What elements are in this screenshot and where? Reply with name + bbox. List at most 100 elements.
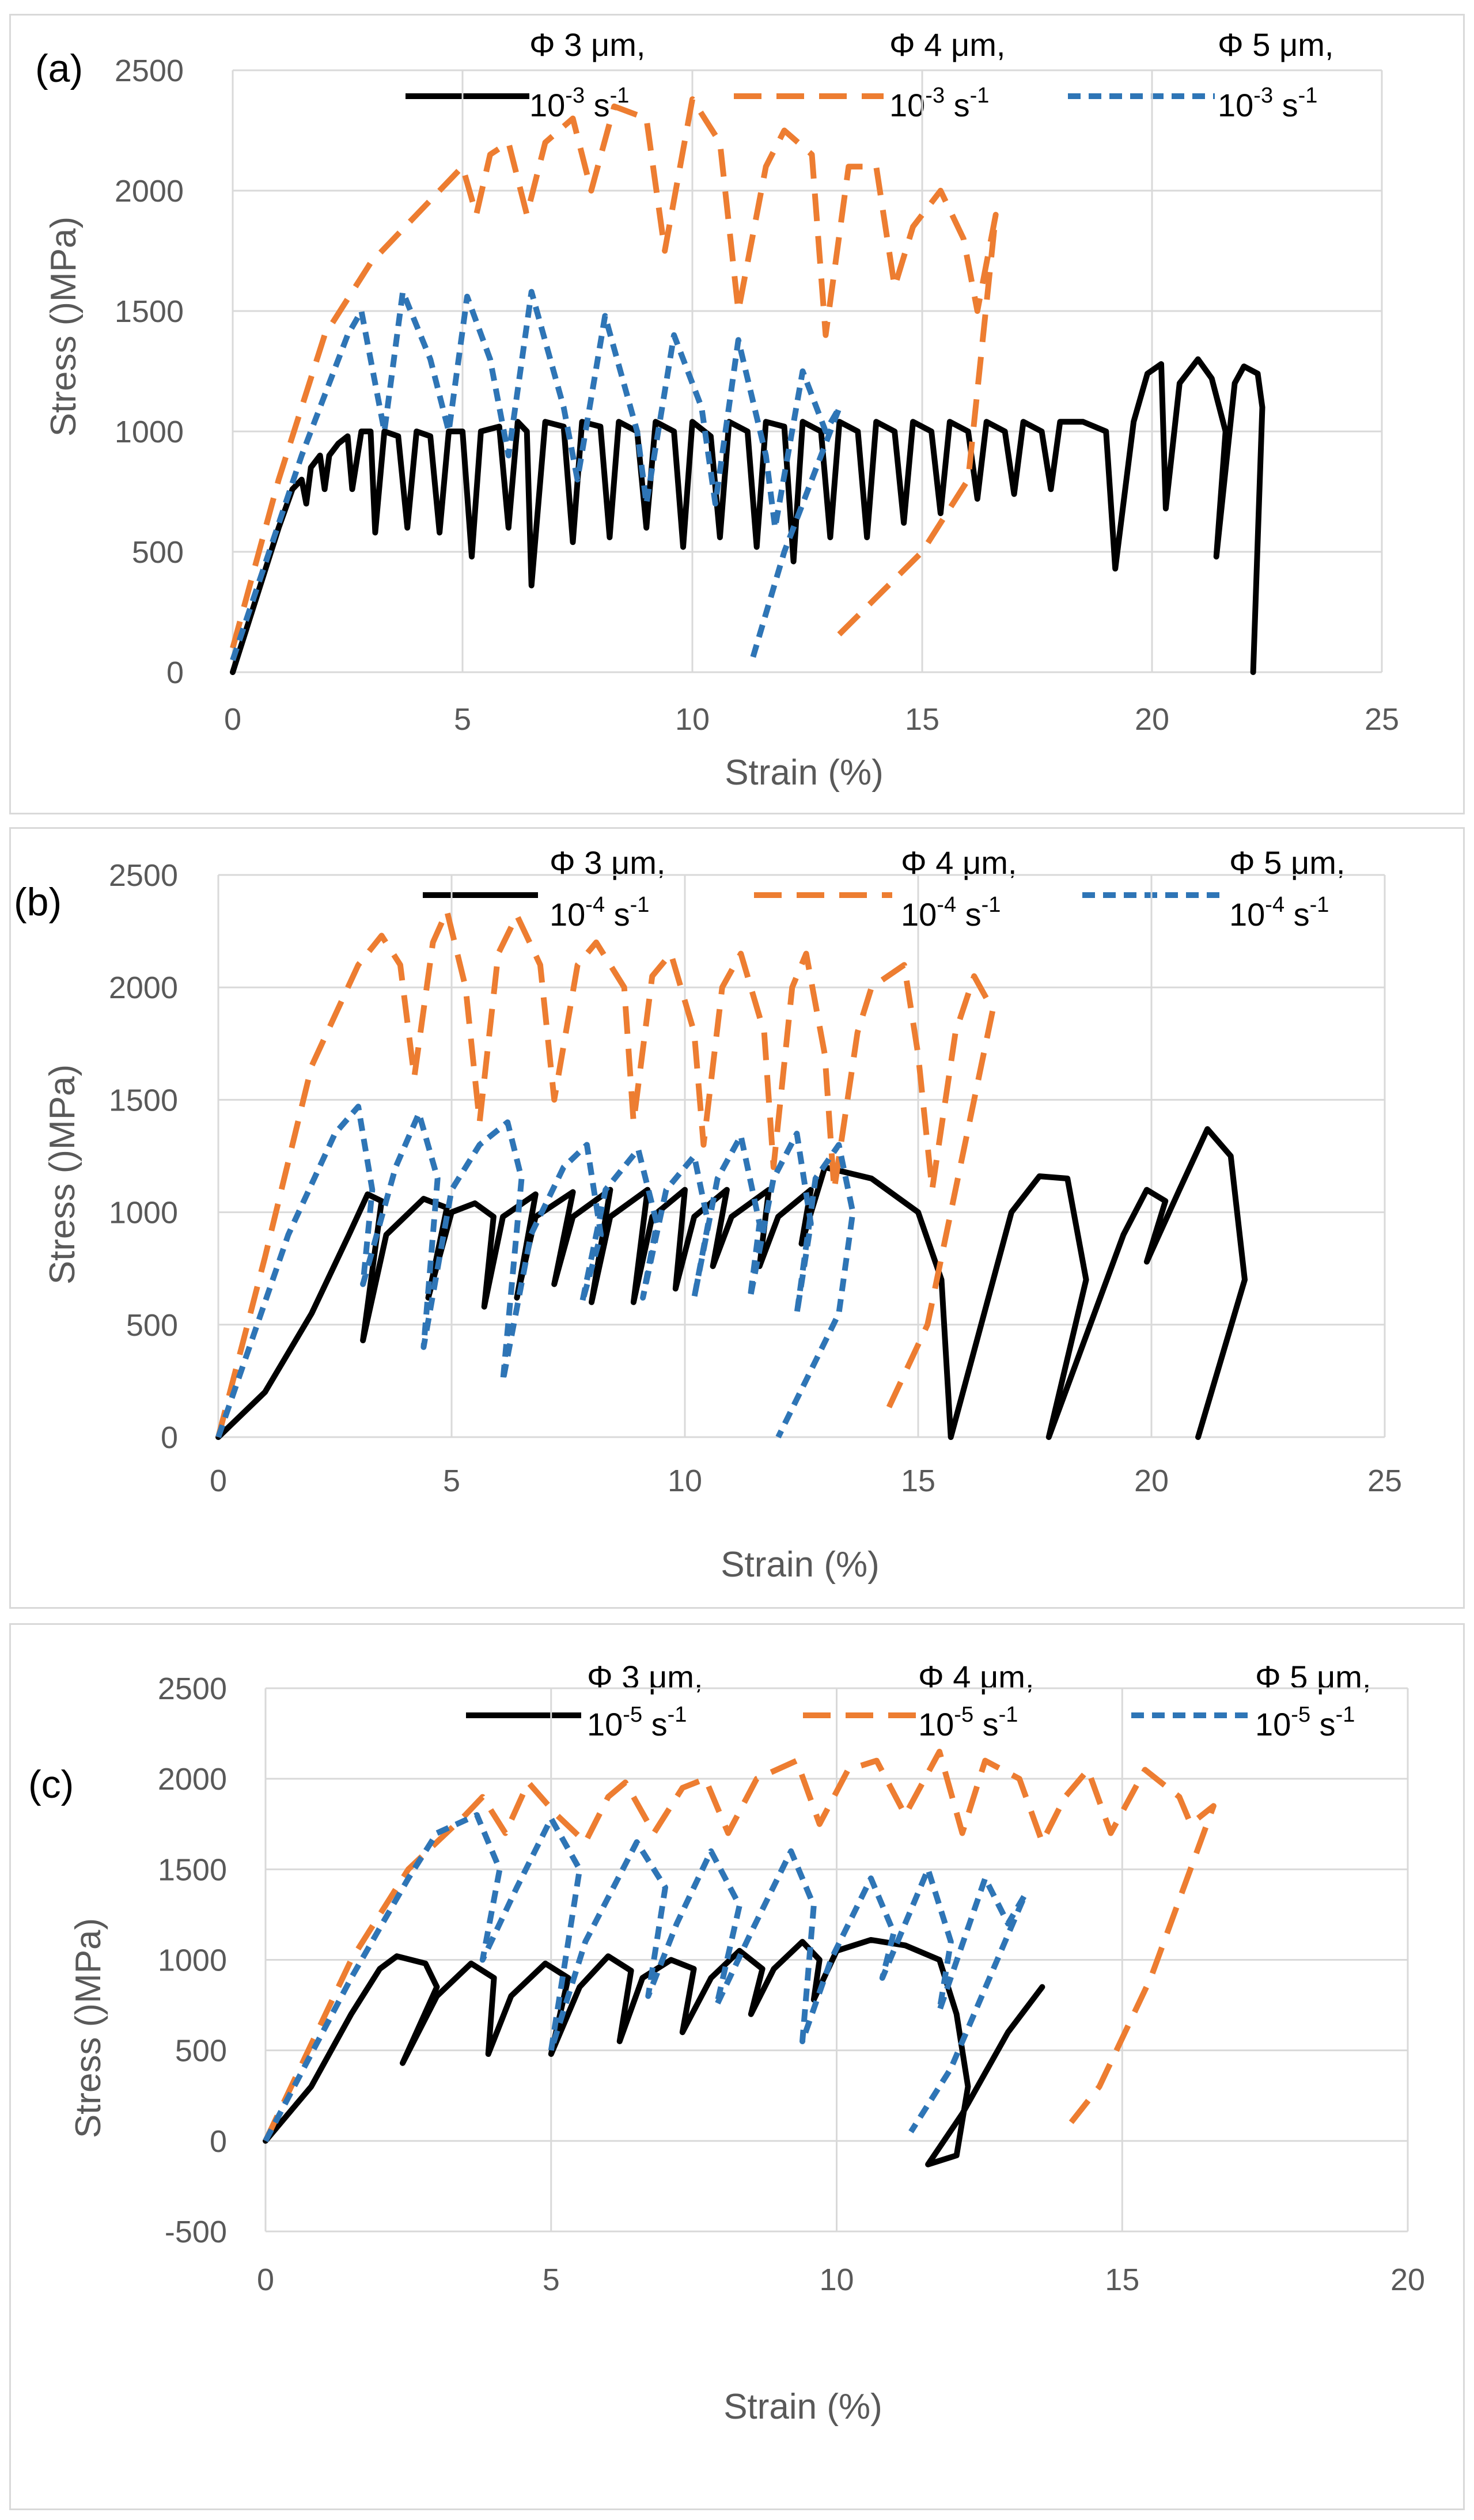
legend-rate-part: s bbox=[945, 87, 970, 123]
y-tick-label: 500 bbox=[175, 2034, 227, 2068]
legend-rate-part: s bbox=[1284, 896, 1310, 933]
y-tick-label: 0 bbox=[161, 1420, 178, 1455]
legend-rate-part: -1 bbox=[610, 84, 630, 108]
x-tick-label: 15 bbox=[905, 702, 939, 737]
legend-rate-part: s bbox=[1310, 1706, 1336, 1742]
legend: Φ 3 μm,10-4 s-1Φ 4 μm,10-4 s-1Φ 5 μm,10-… bbox=[423, 844, 1345, 933]
y-tick-label: 1500 bbox=[109, 1083, 178, 1117]
y-tick-label: 0 bbox=[166, 655, 184, 690]
legend-label: Φ 3 μm, bbox=[529, 26, 645, 63]
series-line-4um bbox=[215, 908, 996, 1438]
x-tick-label: 15 bbox=[1105, 2263, 1139, 2297]
legend-rate: 10-3 s-1 bbox=[529, 84, 629, 123]
chart-svg-a: (a) Stress ()MPa) Strain (%) Φ 3 μm,10-3… bbox=[35, 26, 1399, 793]
y-tick-label: 0 bbox=[210, 2124, 227, 2159]
legend-rate-part: -4 bbox=[937, 893, 956, 917]
legend-label: Φ 4 μm, bbox=[889, 26, 1005, 63]
x-tick-label: 20 bbox=[1390, 2263, 1425, 2297]
chart-svg-b: (b) Stress ()MPa) Strain (%) Φ 3 μm,10-4… bbox=[14, 844, 1402, 1585]
legend-rate-part: 10 bbox=[1255, 1706, 1291, 1742]
legend-rate-part: -5 bbox=[1291, 1703, 1310, 1727]
legend-rate: 10-5 s-1 bbox=[918, 1703, 1018, 1742]
x-tick-label: 10 bbox=[819, 2263, 854, 2297]
legend-rate-part: -1 bbox=[999, 1703, 1018, 1727]
y-tick-label: 2500 bbox=[115, 54, 184, 88]
y-axis-title: Stress ()MPa) bbox=[69, 1918, 108, 2138]
legend-rate-part: s bbox=[1273, 87, 1298, 123]
legend-rate-part: -1 bbox=[1298, 84, 1318, 108]
legend: Φ 3 μm,10-3 s-1Φ 4 μm,10-3 s-1Φ 5 μm,10-… bbox=[406, 26, 1333, 123]
x-tick-label: 25 bbox=[1365, 702, 1399, 737]
x-tick-label: 25 bbox=[1367, 1464, 1402, 1498]
legend-rate-part: s bbox=[973, 1706, 999, 1742]
legend-rate-part: s bbox=[605, 896, 630, 933]
legend-rate: 10-4 s-1 bbox=[1229, 893, 1329, 933]
legend-rate-part: s bbox=[585, 87, 610, 123]
x-tick-label: 0 bbox=[210, 1464, 227, 1498]
legend-rate-part: -4 bbox=[1265, 893, 1284, 917]
panel-label: (b) bbox=[14, 880, 62, 924]
panel-label: (a) bbox=[35, 47, 83, 90]
series-line-5um bbox=[215, 1104, 856, 1439]
legend-rate-part: 10 bbox=[918, 1706, 954, 1742]
legend-rate: 10-3 s-1 bbox=[1218, 84, 1317, 123]
series-line-3um bbox=[215, 1126, 1248, 1440]
x-tick-label: 5 bbox=[443, 1464, 460, 1498]
legend-rate-part: -5 bbox=[623, 1703, 642, 1727]
y-tick-label: 1000 bbox=[109, 1196, 178, 1230]
y-axis-title: Stress ()MPa) bbox=[43, 1064, 82, 1284]
legend-label: Φ 5 μm, bbox=[1218, 26, 1333, 63]
legend-rate-part: -1 bbox=[1336, 1703, 1355, 1727]
legend-rate-part: -1 bbox=[630, 893, 650, 917]
y-tick-label: 2000 bbox=[158, 1762, 227, 1797]
x-tick-label: 5 bbox=[543, 2263, 560, 2297]
x-axis-title: Strain (%) bbox=[725, 753, 884, 793]
x-tick-label: 20 bbox=[1134, 1464, 1169, 1498]
legend-rate: 10-5 s-1 bbox=[1255, 1703, 1355, 1742]
legend-rate: 10-3 s-1 bbox=[889, 84, 989, 123]
legend: Φ 3 μm,10-5 s-1Φ 4 μm,10-5 s-1Φ 5 μm,10-… bbox=[466, 1659, 1371, 1742]
y-tick-label: 2500 bbox=[158, 1672, 227, 1706]
legend-rate: 10-5 s-1 bbox=[587, 1703, 687, 1742]
legend-label: Φ 5 μm, bbox=[1255, 1659, 1371, 1695]
legend-label: Φ 4 μm, bbox=[918, 1659, 1034, 1695]
y-tick-label: 1000 bbox=[115, 415, 184, 449]
y-tick-label: 1500 bbox=[115, 294, 184, 329]
series-line-4um bbox=[263, 1749, 1217, 2142]
x-tick-label: 10 bbox=[675, 702, 710, 737]
legend-rate-part: -1 bbox=[1310, 893, 1329, 917]
legend-rate-part: s bbox=[956, 896, 982, 933]
series-line-3um bbox=[263, 1937, 1045, 2167]
chart-panel-b: (b) Stress ()MPa) Strain (%) Φ 3 μm, 10-4… bbox=[9, 827, 1465, 1609]
x-tick-label: 20 bbox=[1135, 702, 1169, 737]
legend-rate-part: 10 bbox=[1229, 896, 1265, 933]
y-tick-label: 500 bbox=[126, 1308, 178, 1343]
series-line-5um bbox=[230, 289, 843, 661]
legend-rate-part: -1 bbox=[970, 84, 990, 108]
legend-rate-part: 10 bbox=[529, 87, 565, 123]
x-tick-label: 0 bbox=[224, 702, 241, 737]
legend-rate: 10-4 s-1 bbox=[901, 893, 1001, 933]
y-tick-label: 1000 bbox=[158, 1943, 227, 1978]
legend-rate-part: 10 bbox=[1218, 87, 1253, 123]
x-axis-title: Strain (%) bbox=[723, 2387, 882, 2427]
x-tick-label: 15 bbox=[901, 1464, 935, 1498]
y-tick-label: 2000 bbox=[109, 971, 178, 1005]
legend-rate-part: -3 bbox=[565, 84, 585, 108]
legend-rate-part: s bbox=[642, 1706, 668, 1742]
y-tick-label: 2500 bbox=[109, 858, 178, 893]
legend-rate-part: -5 bbox=[954, 1703, 973, 1727]
x-axis-title: Strain (%) bbox=[721, 1545, 880, 1585]
chart-panel-a: (a) Stress ()MPa) Strain (%) Φ 3 μm, 10-3… bbox=[9, 14, 1465, 814]
legend-rate-part: 10 bbox=[587, 1706, 623, 1742]
legend-rate-part: -1 bbox=[668, 1703, 687, 1727]
x-tick-label: 10 bbox=[668, 1464, 702, 1498]
series-line-3um bbox=[230, 356, 1265, 675]
legend-rate-part: 10 bbox=[550, 896, 585, 933]
y-axis-title: Stress ()MPa) bbox=[44, 217, 84, 437]
legend-rate-part: 10 bbox=[889, 87, 925, 123]
legend-label: Φ 3 μm, bbox=[587, 1659, 703, 1695]
y-tick-label: 2000 bbox=[115, 174, 184, 209]
x-tick-label: 5 bbox=[454, 702, 471, 737]
panel-label: (c) bbox=[28, 1763, 74, 1806]
